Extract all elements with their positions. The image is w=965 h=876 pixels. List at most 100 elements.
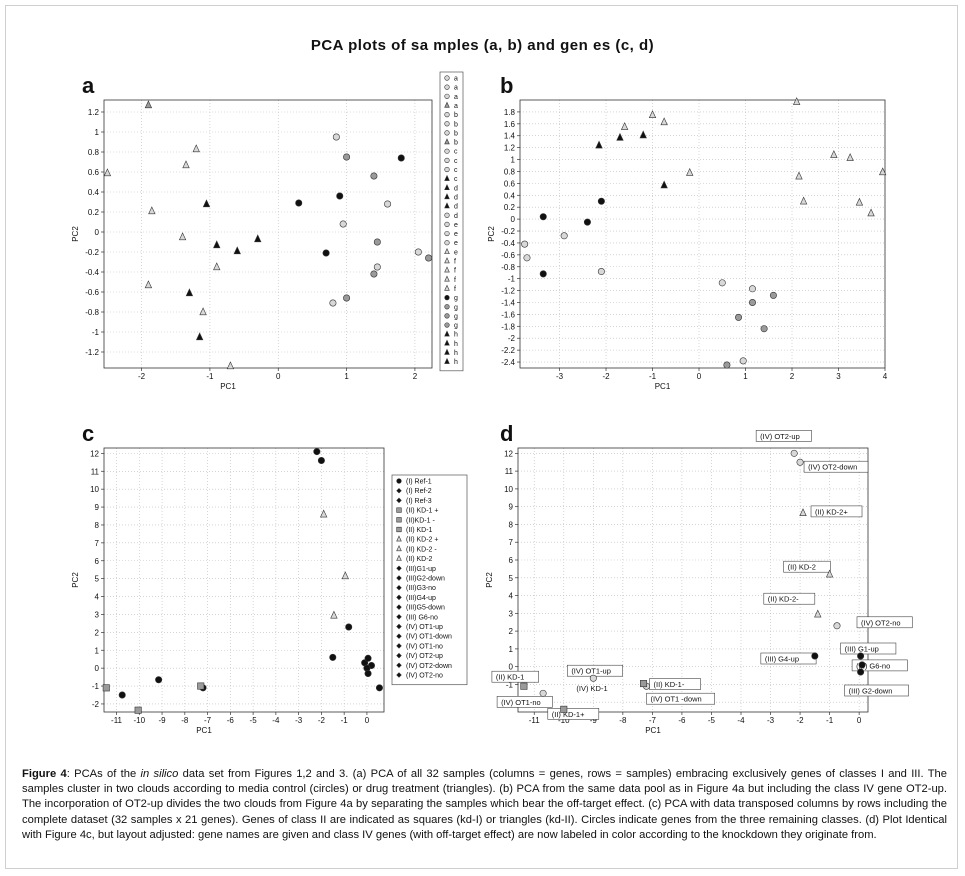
y-tick-label-b-18: -1.8	[501, 322, 515, 331]
y-axis-label-d: PC2	[485, 572, 494, 588]
data-point-b-30	[723, 361, 731, 369]
x-tick-label-b-7: 4	[883, 372, 888, 381]
point-label-8: (III) G6-no	[856, 661, 890, 670]
data-point-d-7	[857, 652, 865, 660]
y-tick-label-a-7: -0.2	[85, 248, 99, 257]
legend-marker-a-9	[444, 157, 450, 163]
legend-label-a-12: d	[454, 185, 458, 192]
x-tick-label-b-3: 0	[697, 372, 702, 381]
legend-marker-a-21	[444, 266, 450, 273]
legend-label-c-17: (IV) OT1-no	[406, 643, 443, 650]
legend-marker-c-1	[396, 487, 402, 494]
legend-marker-c-18	[396, 652, 402, 659]
data-point-a-7	[213, 240, 221, 249]
y-tick-label-b-13: -0.8	[501, 263, 515, 272]
legend-label-a-10: c	[454, 167, 458, 174]
legend-label-a-13: d	[454, 194, 458, 201]
legend-label-a-18: e	[454, 240, 458, 247]
legend-marker-c-7	[396, 545, 402, 552]
data-point-a-30	[329, 299, 337, 307]
legend-label-c-13: (III)G5-down	[406, 605, 445, 612]
legend-marker-c-10	[396, 575, 402, 581]
data-point-d-9	[857, 668, 865, 676]
data-point-b-22	[539, 270, 547, 278]
label-box-2	[810, 505, 863, 518]
legend-marker-c-17	[396, 643, 402, 649]
data-point-a-28	[373, 263, 381, 271]
data-point-d-4	[814, 609, 822, 618]
panel-letter-c: c	[82, 421, 95, 446]
legend-marker-a-10	[444, 166, 450, 173]
label-box-8	[851, 659, 908, 672]
legend-label-c-7: (II) KD-2 -	[406, 546, 437, 553]
label-box-14	[491, 670, 539, 683]
data-point-b-21	[523, 254, 531, 262]
legend-marker-a-3	[444, 101, 450, 108]
y-tick-label-b-9: 0	[511, 215, 516, 224]
x-tick-label-c-8: -3	[295, 716, 303, 725]
legend-marker-a-5	[444, 121, 450, 127]
data-point-d-12	[640, 680, 648, 688]
point-label-10: (IV) OT1-up	[571, 667, 611, 676]
x-tick-label-d-4: -7	[649, 716, 657, 725]
data-point-a-22	[384, 200, 392, 208]
data-point-b-10	[795, 171, 803, 180]
x-tick-label-c-1: -10	[134, 716, 146, 725]
legend-label-c-4: (II)KD-1 -	[406, 517, 435, 524]
legend-label-a-2: a	[454, 94, 458, 101]
legend-marker-a-16	[444, 221, 450, 227]
y-tick-label-a-2: 0.8	[88, 148, 100, 157]
legend-label-c-3: (II) KD-1 +	[406, 508, 438, 515]
y-tick-label-c-12: 0	[95, 664, 100, 673]
data-point-a-15	[226, 361, 235, 370]
y-tick-label-c-2: 10	[90, 485, 99, 494]
data-point-a-2	[192, 144, 200, 153]
legend-label-c-19: (IV) OT2-down	[406, 663, 452, 670]
legend-label-c-9: (III)G1-up	[406, 566, 436, 573]
y-tick-label-a-3: 0.6	[88, 168, 100, 177]
legend-marker-c-8	[396, 554, 402, 561]
y-tick-label-d-3: 9	[509, 503, 514, 512]
x-tick-label-b-4: 1	[743, 372, 748, 381]
legend-label-c-18: (IV) OT2-up	[406, 653, 443, 660]
y-tick-label-c-7: 5	[95, 575, 100, 584]
data-point-b-18	[583, 218, 591, 226]
x-tick-label-a-3: 1	[344, 372, 349, 381]
data-point-a-25	[322, 249, 330, 257]
data-point-a-31	[343, 294, 351, 302]
x-tick-label-a-4: 2	[413, 372, 418, 381]
x-tick-label-d-0: -11	[529, 716, 541, 725]
x-tick-label-a-0: -2	[138, 372, 146, 381]
plot-area-c	[103, 447, 385, 713]
legend-marker-a-25	[444, 304, 450, 310]
data-point-d-3	[825, 569, 834, 578]
y-tick-label-b-0: 1.8	[504, 108, 516, 117]
data-point-a-29	[370, 270, 378, 278]
point-label-3: (II) KD-2	[788, 563, 816, 572]
y-tick-label-b-1: 1.6	[504, 120, 516, 129]
data-point-d-15	[560, 705, 568, 713]
y-tick-label-b-19: -2	[508, 334, 516, 343]
x-tick-label-c-5: -6	[227, 716, 235, 725]
legend-marker-a-1	[444, 84, 450, 90]
y-tick-label-c-11: 1	[95, 646, 100, 655]
y-tick-label-d-12: 0	[509, 663, 514, 672]
data-point-a-5	[202, 199, 211, 208]
data-point-d-8	[858, 661, 866, 669]
data-point-c-2	[320, 509, 328, 518]
y-tick-label-a-8: -0.4	[85, 268, 99, 277]
legend-marker-a-24	[444, 295, 450, 301]
point-label-14: (II) KD-1	[496, 673, 524, 682]
y-tick-label-b-4: 1	[511, 156, 516, 165]
legend-label-a-16: e	[454, 222, 458, 229]
caption-italic: in silico	[140, 768, 179, 780]
legend-marker-c-5	[396, 526, 402, 533]
x-tick-label-d-1: -10	[558, 716, 570, 725]
legend-marker-c-16	[396, 633, 402, 639]
legend-box-c	[391, 474, 468, 686]
plot-area-d	[517, 447, 869, 713]
legend-label-a-14: d	[454, 204, 458, 211]
data-point-a-0	[144, 100, 153, 109]
caption-part2: data set from Figures 1,2 and 3. (a) PCA…	[22, 768, 947, 841]
legend-marker-a-20	[444, 257, 450, 264]
